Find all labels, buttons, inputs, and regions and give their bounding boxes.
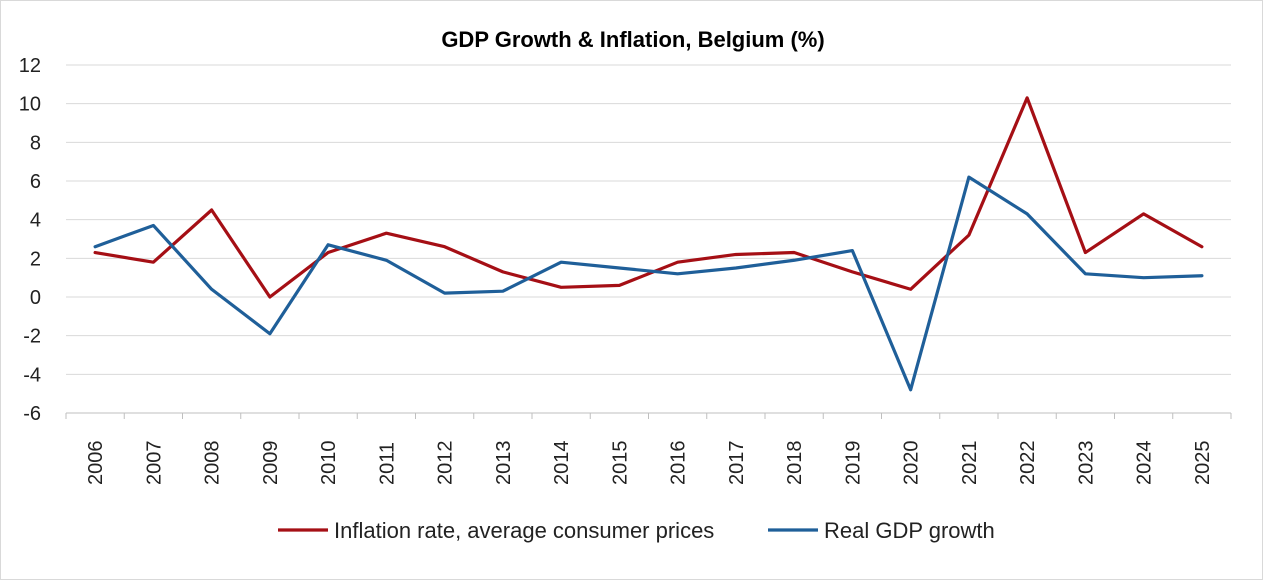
data-point: [443, 245, 446, 248]
data-point: [1084, 272, 1087, 275]
series-lines: [93, 96, 1204, 392]
data-point: [618, 266, 621, 270]
data-point: [792, 251, 796, 254]
data-point: [210, 288, 213, 291]
y-tick-label: 4: [30, 210, 41, 232]
data-point: [851, 270, 854, 274]
data-point: [851, 249, 854, 252]
data-point: [559, 286, 563, 289]
y-tick-label: 12: [19, 55, 41, 77]
x-tick-label: 2021: [959, 441, 981, 486]
y-tick-label: 6: [30, 171, 41, 193]
data-point: [385, 259, 388, 262]
data-point: [268, 332, 272, 335]
series-line-0: [93, 96, 1204, 299]
data-point: [967, 233, 971, 237]
x-axis: [65, 412, 1232, 419]
data-point: [676, 272, 679, 275]
y-axis-tick-labels: 12 10 8 6 4 2 0 -2 -4 -6: [19, 55, 41, 425]
x-tick-label: 2015: [609, 441, 631, 486]
data-point: [1200, 245, 1204, 248]
x-tick-label: 2010: [318, 441, 340, 486]
x-tick-label: 2014: [551, 441, 573, 486]
data-point: [152, 224, 155, 227]
y-tick-label: 0: [30, 287, 41, 309]
legend-label-0: Inflation rate, average consumer prices: [334, 518, 714, 543]
x-tick-label: 2007: [143, 441, 165, 486]
x-tick-label: 2020: [901, 441, 923, 486]
x-tick-label: 2019: [842, 441, 864, 486]
data-point: [676, 261, 679, 264]
x-tick-label: 2022: [1017, 441, 1039, 486]
data-point: [1025, 212, 1029, 216]
x-tick-label: 2018: [784, 441, 806, 486]
x-tick-label: 2011: [376, 442, 398, 485]
x-tick-label: 2008: [202, 441, 224, 486]
data-point: [734, 266, 738, 270]
y-tick-label: 10: [19, 94, 41, 116]
data-point: [909, 388, 912, 391]
data-point: [1200, 274, 1204, 277]
data-point: [268, 295, 272, 299]
series-line-1: [93, 175, 1204, 392]
y-tick-label: -4: [23, 364, 41, 386]
x-axis-tick-labels: 2006 2007 2008 2009 2010 2011 2012 2013 2014 2015…: [85, 441, 1214, 486]
y-tick-label: -2: [23, 326, 41, 348]
legend: Inflation rate, average consumer prices R…: [278, 518, 995, 543]
data-point: [1084, 251, 1087, 254]
data-point: [618, 284, 621, 287]
y-tick-label: 2: [30, 248, 41, 270]
data-point: [501, 290, 505, 293]
y-tick-label: 8: [30, 132, 41, 154]
data-point: [1142, 212, 1145, 216]
data-point: [326, 243, 330, 246]
x-tick-label: 2012: [435, 441, 457, 486]
data-point: [443, 291, 446, 295]
legend-label-1: Real GDP growth: [824, 518, 995, 543]
data-point: [559, 261, 563, 264]
x-tick-label: 2023: [1075, 441, 1097, 486]
data-point: [93, 245, 97, 248]
data-point: [93, 251, 97, 254]
x-tick-label: 2009: [260, 441, 282, 486]
data-point: [967, 175, 971, 179]
data-point: [792, 259, 796, 262]
x-tick-label: 2017: [726, 441, 748, 486]
chart-title: GDP Growth & Inflation, Belgium (%): [441, 27, 824, 52]
x-tick-label: 2006: [85, 441, 107, 486]
data-point: [152, 261, 155, 264]
data-point: [326, 251, 330, 254]
data-point: [385, 232, 388, 235]
x-tick-label: 2016: [668, 441, 690, 486]
data-point: [501, 270, 505, 274]
x-tick-label: 2025: [1192, 441, 1214, 486]
y-tick-label: -6: [23, 403, 41, 425]
x-tick-label: 2024: [1134, 441, 1156, 486]
data-point: [1025, 96, 1029, 100]
data-point: [1142, 276, 1145, 279]
x-tick-label: 2013: [493, 441, 515, 486]
data-point: [210, 208, 213, 212]
gridlines: [66, 64, 1231, 375]
data-point: [734, 253, 738, 256]
data-point: [909, 288, 912, 291]
